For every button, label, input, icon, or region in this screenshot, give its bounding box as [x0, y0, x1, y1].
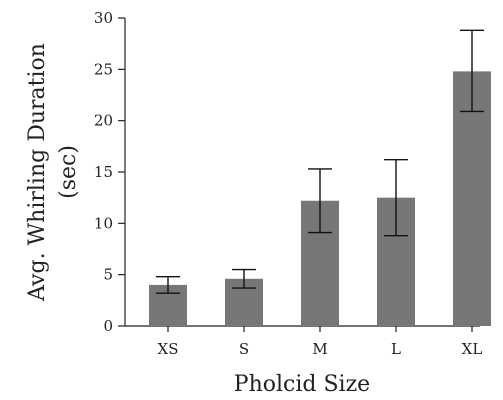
y-axis: 0 5 10 15 20 25 30 [94, 9, 126, 335]
bars-group [149, 71, 491, 327]
x-axis-title: Pholcid Size [234, 372, 370, 397]
y-axis-title-line1: Avg. Whirling Duration [25, 43, 50, 302]
y-tick-label: 20 [94, 112, 113, 130]
y-tick-label: 15 [94, 163, 113, 181]
x-tick-label-m: M [312, 340, 327, 358]
x-tick-label-xs: XS [158, 340, 179, 358]
x-axis: XS S M L XL [125, 325, 483, 358]
x-tick-label-s: S [239, 340, 249, 358]
y-axis-title-line2: (sec) [56, 145, 81, 199]
y-tick-label: 10 [94, 214, 113, 232]
x-tick-label-xl: XL [462, 340, 483, 358]
y-tick-label: 25 [94, 60, 113, 78]
x-tick-label-l: L [391, 340, 401, 358]
error-bars-group [156, 29, 484, 294]
y-tick-label: 0 [103, 317, 113, 335]
y-tick-label: 5 [103, 266, 113, 284]
y-tick-label: 30 [94, 9, 113, 27]
bar-xl [453, 71, 491, 327]
